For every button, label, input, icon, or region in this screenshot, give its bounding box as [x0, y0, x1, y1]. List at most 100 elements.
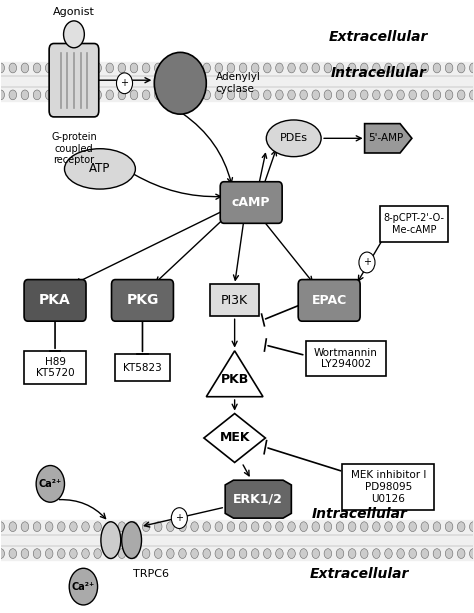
Circle shape: [0, 90, 4, 100]
Circle shape: [33, 90, 41, 100]
Circle shape: [312, 63, 319, 73]
Text: PKA: PKA: [39, 294, 71, 307]
Circle shape: [445, 90, 453, 100]
Circle shape: [373, 549, 380, 558]
Circle shape: [69, 568, 98, 605]
Circle shape: [360, 90, 368, 100]
Text: Wortmannin
LY294002: Wortmannin LY294002: [314, 348, 378, 369]
Circle shape: [36, 465, 64, 502]
FancyBboxPatch shape: [298, 280, 360, 321]
Circle shape: [179, 549, 186, 558]
Text: TRPC6: TRPC6: [133, 569, 169, 579]
Circle shape: [106, 90, 114, 100]
Circle shape: [421, 90, 428, 100]
Circle shape: [470, 549, 474, 558]
Circle shape: [239, 549, 247, 558]
Circle shape: [421, 549, 428, 558]
Circle shape: [33, 522, 41, 531]
FancyBboxPatch shape: [24, 351, 86, 384]
Text: +: +: [363, 257, 371, 267]
Text: 8-pCPT-2'-O-
Me-cAMP: 8-pCPT-2'-O- Me-cAMP: [384, 213, 445, 235]
Circle shape: [409, 63, 417, 73]
Circle shape: [106, 549, 114, 558]
Circle shape: [264, 549, 271, 558]
Circle shape: [215, 63, 223, 73]
Circle shape: [166, 549, 174, 558]
Ellipse shape: [64, 149, 136, 189]
Circle shape: [276, 63, 283, 73]
Polygon shape: [206, 351, 263, 397]
Text: ATP: ATP: [89, 162, 110, 175]
Circle shape: [179, 63, 186, 73]
Circle shape: [191, 90, 198, 100]
Circle shape: [336, 549, 344, 558]
FancyBboxPatch shape: [380, 206, 448, 242]
Circle shape: [0, 522, 4, 531]
Circle shape: [421, 63, 428, 73]
Text: PKG: PKG: [126, 294, 159, 307]
Circle shape: [251, 522, 259, 531]
Circle shape: [385, 522, 392, 531]
Text: Ca²⁺: Ca²⁺: [39, 479, 62, 489]
Circle shape: [130, 90, 138, 100]
Circle shape: [348, 90, 356, 100]
Circle shape: [336, 63, 344, 73]
FancyBboxPatch shape: [220, 181, 282, 223]
Circle shape: [70, 522, 77, 531]
Circle shape: [397, 549, 404, 558]
Circle shape: [264, 63, 271, 73]
Circle shape: [0, 549, 4, 558]
Circle shape: [300, 90, 308, 100]
Text: EPAC: EPAC: [311, 294, 347, 307]
Circle shape: [409, 90, 417, 100]
Circle shape: [9, 549, 17, 558]
Circle shape: [203, 549, 210, 558]
Text: +: +: [175, 513, 183, 523]
Circle shape: [360, 549, 368, 558]
Text: Extracellular: Extracellular: [310, 568, 410, 581]
Circle shape: [239, 522, 247, 531]
Circle shape: [70, 90, 77, 100]
Circle shape: [288, 549, 295, 558]
Circle shape: [118, 63, 126, 73]
Circle shape: [179, 90, 186, 100]
Text: Adenylyl
cyclase: Adenylyl cyclase: [216, 72, 261, 94]
Circle shape: [118, 90, 126, 100]
Circle shape: [191, 522, 198, 531]
Circle shape: [203, 90, 210, 100]
FancyBboxPatch shape: [342, 464, 434, 510]
Circle shape: [46, 90, 53, 100]
Ellipse shape: [155, 52, 206, 114]
Circle shape: [0, 63, 4, 73]
Circle shape: [385, 549, 392, 558]
Circle shape: [336, 90, 344, 100]
Circle shape: [70, 63, 77, 73]
Circle shape: [348, 522, 356, 531]
Circle shape: [171, 508, 187, 528]
Circle shape: [409, 549, 417, 558]
Polygon shape: [365, 124, 412, 153]
FancyBboxPatch shape: [49, 44, 99, 117]
Text: PDEs: PDEs: [280, 133, 308, 143]
Circle shape: [82, 90, 89, 100]
Circle shape: [191, 63, 198, 73]
Circle shape: [155, 549, 162, 558]
Circle shape: [445, 63, 453, 73]
Circle shape: [251, 63, 259, 73]
Circle shape: [300, 549, 308, 558]
Circle shape: [324, 90, 332, 100]
Circle shape: [397, 63, 404, 73]
Text: Ca²⁺: Ca²⁺: [72, 582, 95, 592]
Circle shape: [385, 90, 392, 100]
Circle shape: [118, 549, 126, 558]
Circle shape: [21, 549, 29, 558]
Circle shape: [227, 63, 235, 73]
Circle shape: [118, 522, 126, 531]
Circle shape: [9, 63, 17, 73]
Circle shape: [373, 63, 380, 73]
Circle shape: [433, 549, 441, 558]
Text: H89
KT5720: H89 KT5720: [36, 357, 74, 378]
Circle shape: [312, 522, 319, 531]
Text: Intracellular: Intracellular: [331, 66, 427, 80]
Circle shape: [64, 21, 84, 48]
